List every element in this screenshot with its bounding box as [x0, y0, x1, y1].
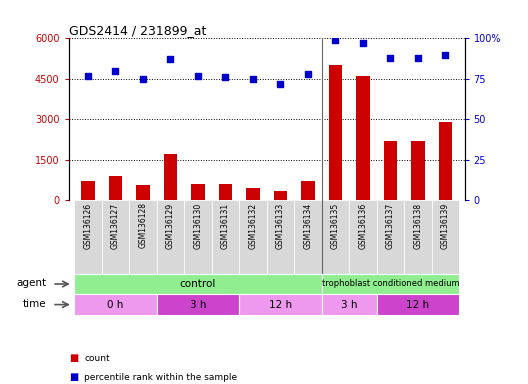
Point — [83, 73, 92, 79]
Point — [166, 56, 175, 63]
Text: GSM136137: GSM136137 — [386, 202, 395, 248]
Text: percentile rank within the sample: percentile rank within the sample — [84, 373, 238, 382]
Bar — [404, 200, 432, 274]
Bar — [74, 200, 101, 274]
Bar — [157, 200, 184, 274]
Point — [413, 55, 422, 61]
Text: GSM136131: GSM136131 — [221, 202, 230, 248]
Point — [221, 74, 230, 80]
Bar — [109, 176, 122, 200]
Bar — [376, 294, 459, 315]
Text: time: time — [23, 298, 46, 309]
Bar — [356, 76, 370, 200]
Text: GDS2414 / 231899_at: GDS2414 / 231899_at — [69, 24, 206, 37]
Text: 12 h: 12 h — [407, 300, 429, 310]
Point — [111, 68, 120, 74]
Bar — [101, 200, 129, 274]
Text: GSM136126: GSM136126 — [83, 202, 92, 248]
Bar — [301, 181, 315, 200]
Bar — [322, 200, 349, 274]
Text: GSM136127: GSM136127 — [111, 202, 120, 248]
Bar — [274, 191, 287, 200]
Bar — [439, 122, 452, 200]
Text: agent: agent — [16, 278, 46, 288]
Bar — [81, 181, 95, 200]
Bar — [411, 141, 425, 200]
Bar — [383, 141, 397, 200]
Point — [249, 76, 257, 82]
Bar — [74, 294, 157, 315]
Bar — [191, 184, 205, 200]
Text: ■: ■ — [69, 353, 78, 363]
Bar — [74, 274, 322, 294]
Bar — [349, 200, 376, 274]
Text: 12 h: 12 h — [269, 300, 292, 310]
Bar — [322, 294, 376, 315]
Text: GSM136133: GSM136133 — [276, 202, 285, 248]
Text: control: control — [180, 279, 216, 289]
Bar — [157, 294, 239, 315]
Point — [276, 81, 285, 87]
Text: ■: ■ — [69, 372, 78, 382]
Point — [304, 71, 312, 77]
Text: GSM136136: GSM136136 — [359, 202, 367, 248]
Text: GSM136130: GSM136130 — [193, 202, 202, 248]
Text: GSM136132: GSM136132 — [248, 202, 257, 248]
Bar — [246, 188, 260, 200]
Bar — [219, 184, 232, 200]
Point — [386, 55, 394, 61]
Bar — [376, 200, 404, 274]
Point — [359, 40, 367, 46]
Text: 0 h: 0 h — [107, 300, 124, 310]
Text: trophoblast conditioned medium: trophoblast conditioned medium — [322, 280, 459, 288]
Bar — [164, 154, 177, 200]
Text: GSM136139: GSM136139 — [441, 202, 450, 248]
Bar — [328, 65, 342, 200]
Bar — [136, 185, 150, 200]
Bar — [267, 200, 294, 274]
Text: GSM136138: GSM136138 — [413, 202, 422, 248]
Text: 3 h: 3 h — [341, 300, 357, 310]
Bar — [322, 274, 459, 294]
Bar — [184, 200, 212, 274]
Text: GSM136135: GSM136135 — [331, 202, 340, 248]
Point — [194, 73, 202, 79]
Bar — [239, 200, 267, 274]
Bar — [432, 200, 459, 274]
Point — [331, 37, 340, 43]
Point — [441, 51, 450, 58]
Bar — [294, 200, 322, 274]
Bar — [129, 200, 157, 274]
Bar — [212, 200, 239, 274]
Text: GSM136129: GSM136129 — [166, 202, 175, 248]
Bar — [239, 294, 322, 315]
Text: count: count — [84, 354, 110, 363]
Point — [139, 76, 147, 82]
Text: GSM136134: GSM136134 — [304, 202, 313, 248]
Text: 3 h: 3 h — [190, 300, 206, 310]
Text: GSM136128: GSM136128 — [138, 202, 147, 248]
